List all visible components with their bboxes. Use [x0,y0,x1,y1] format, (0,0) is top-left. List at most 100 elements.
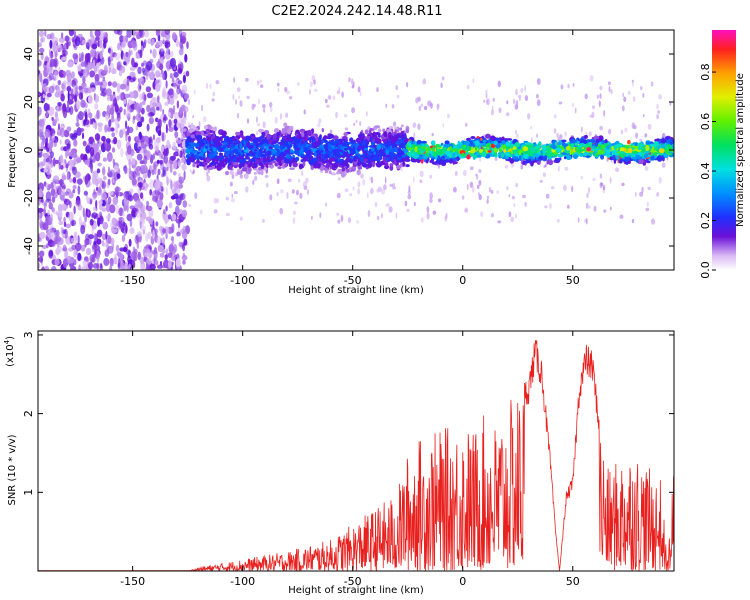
heatmap-cell [38,142,41,148]
heatmap-cell [128,238,132,247]
heatmap-cell [239,216,243,221]
heatmap-cell [442,123,445,128]
heatmap-cell [193,89,196,95]
heatmap-cell [289,96,293,100]
heatmap-cell [149,49,152,54]
heatmap-cell [584,93,588,100]
heatmap-cell [504,138,509,141]
heatmap-cell [359,121,362,127]
heatmap-cell [564,166,569,171]
heatmap-cell [183,194,186,200]
heatmap-cell [173,80,177,89]
heatmap-cell [572,102,574,108]
heatmap-cell [635,132,639,139]
heatmap-cell [370,187,374,195]
heatmap-cell [516,133,519,139]
heatmap-cell [206,171,209,177]
heatmap-cell [62,184,67,190]
heatmap-cell [169,73,173,79]
heatmap-cell [176,100,180,109]
heatmap-cell [66,172,70,181]
heatmap-cell [72,85,76,94]
heatmap-cell [62,258,68,269]
heatmap-cell [245,136,251,142]
heatmap-cell [155,260,159,266]
heatmap-cell [165,32,171,41]
heatmap-cell [84,175,89,185]
heatmap-cell [348,141,352,145]
heatmap-cell [307,129,312,135]
heatmap-cell [608,81,611,86]
heatmap-cell [149,263,156,270]
heatmap-cell [46,61,50,69]
heatmap-cell [384,163,389,167]
heatmap-cell [100,91,106,97]
heatmap-cell [108,119,112,128]
heatmap-cell [134,142,138,152]
heatmap-cell [279,207,284,215]
heatmap-cell [377,129,382,133]
heatmap-cell [142,135,149,142]
heatmap-cell [116,95,120,101]
heatmap-cell [301,131,305,138]
heatmap-cell [252,135,256,138]
heatmap-cell [461,195,465,200]
heatmap-cell [269,101,273,108]
heatmap-cell [183,116,188,121]
heatmap-cell [431,132,434,137]
heatmap-cell [49,58,56,67]
heatmap-cell [102,242,108,247]
heatmap-cell [486,198,489,204]
heatmap-cell [505,112,510,117]
heatmap-cell [296,82,300,86]
heatmap-cell [139,49,143,59]
heatmap-cell [152,134,156,141]
heatmap-cell [376,87,379,93]
heatmap-cell [140,204,146,214]
heatmap-cell [181,37,186,45]
heatmap-cell [289,167,295,170]
heatmap-cell [475,173,478,177]
heatmap-cell [232,93,235,101]
heatmap-cell [609,177,612,184]
heatmap-cell [40,51,44,61]
heatmap-cell [220,147,224,152]
heatmap-cell [284,156,287,163]
heatmap-cell [60,146,65,151]
heatmap-cell [262,157,267,161]
heatmap-cell [157,95,160,103]
heatmap-cell [55,185,62,195]
heatmap-cell [476,154,482,158]
heatmap-cell [306,189,309,195]
heatmap-cell [233,162,239,166]
heatmap-cell [622,92,625,98]
heatmap-cell [75,200,82,207]
heatmap-cell [94,249,97,256]
heatmap-cell [395,85,399,91]
heatmap-cell [165,123,168,134]
heatmap-cell [337,219,341,224]
heatmap-cell [108,235,112,244]
heatmap-cell [454,170,458,177]
heatmap-cell [186,159,191,166]
heatmap-cell [260,157,264,163]
heatmap-cell [66,126,72,132]
heatmap-cell [66,255,72,264]
heatmap-cell [166,47,170,55]
heatmap-cell [108,169,116,178]
heatmap-cell [268,146,273,150]
heatmap-cell [212,158,217,162]
heatmap-cell [352,139,356,144]
heatmap-cell [371,147,375,152]
heatmap-cell [167,97,171,105]
heatmap-cell [469,166,474,170]
heatmap-cell [84,159,89,165]
heatmap-cell [230,198,235,203]
heatmap-cell [131,157,135,165]
heatmap-cell [39,73,43,83]
heatmap-cell [155,221,159,227]
heatmap-cell [287,178,292,183]
heatmap-cell [418,105,422,112]
heatmap-cell [599,125,604,131]
heatmap-cell [261,131,266,137]
